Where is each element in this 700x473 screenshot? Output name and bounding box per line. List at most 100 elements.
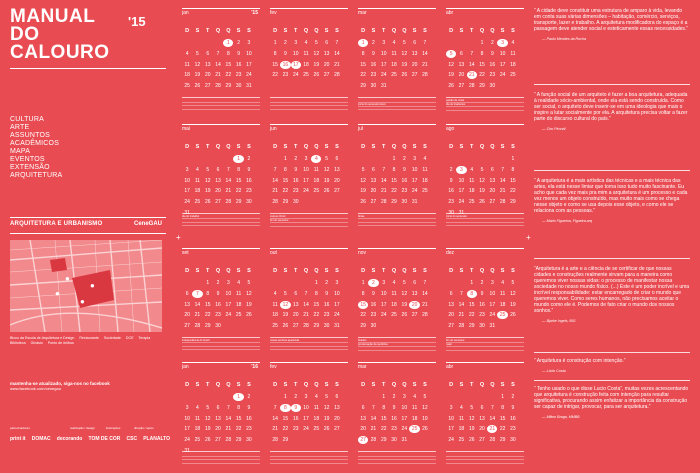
day-cell[interactable]: 4 [392,280,396,287]
menu-item-eventos[interactable]: EVENTOS [10,156,45,163]
day-cell[interactable]: 6 [460,51,463,58]
day-cell[interactable]: 12 [313,51,320,58]
day-cell[interactable]: 17 [489,301,496,308]
day-cell[interactable]: 18 [184,72,190,79]
day-cell[interactable]: 12 [323,405,330,412]
day-cell[interactable]: 17 [499,61,506,68]
day-cell[interactable]: 16 [246,415,252,422]
day-cell[interactable]: 2 [325,280,329,287]
day-cell[interactable]: 3 [185,405,189,412]
day-cell[interactable]: 16 [280,60,291,69]
day-cell[interactable]: 18 [468,188,475,195]
day-cell[interactable]: 18 [194,188,201,195]
day-cell[interactable]: 6 [206,51,210,58]
day-cell[interactable]: 26 [246,312,252,319]
day-cell[interactable]: 24 [184,437,190,444]
day-cell[interactable]: 27 [215,199,221,206]
day-cell[interactable]: 28 [489,437,496,444]
day-cell[interactable]: 20 [370,188,377,195]
day-cell[interactable]: 29 [391,199,397,206]
day-cell[interactable]: 25 [313,188,320,195]
day-cell[interactable]: 11 [194,415,201,422]
day-cell[interactable]: 29 [510,199,516,206]
day-cell[interactable]: 6 [335,394,339,401]
day-cell[interactable]: 14 [370,415,377,422]
day-cell[interactable]: 31 [489,323,496,330]
day-cell[interactable]: 21 [422,301,428,308]
day-cell[interactable]: 4 [501,280,505,287]
day-cell[interactable]: 11 [236,291,242,298]
day-cell[interactable]: 13 [204,61,211,68]
day-cell[interactable]: 7 [382,167,386,174]
day-cell[interactable]: 7 [226,405,230,412]
day-cell[interactable]: 30 [370,83,377,90]
day-cell[interactable]: 6 [490,167,494,174]
day-cell[interactable]: 5 [325,394,329,401]
day-cell[interactable]: 30 [401,199,408,206]
day-cell[interactable]: 22 [510,188,516,195]
day-cell[interactable]: 7 [304,291,308,298]
day-cell[interactable]: 9 [237,51,241,58]
day-cell[interactable]: 10 [303,167,309,174]
day-cell[interactable]: 12 [510,291,516,298]
day-cell[interactable]: 30 [489,83,496,90]
day-cell[interactable]: 12 [204,177,211,184]
day-cell[interactable]: 6 [413,40,417,47]
day-cell[interactable]: 26 [422,426,428,433]
day-cell[interactable]: 28 [370,437,377,444]
day-cell[interactable]: 3 [449,405,453,412]
day-cell[interactable]: 11 [412,405,418,412]
day-cell[interactable]: 20 [323,61,330,68]
day-cell[interactable]: 29 [235,437,242,444]
menu-item-assuntos[interactable]: ASSUNTOS [10,132,50,139]
day-cell[interactable]: 22 [499,426,506,433]
day-cell[interactable]: 15 [510,177,516,184]
day-cell[interactable]: 18 [458,426,465,433]
day-cell[interactable]: 3 [335,280,339,287]
day-cell[interactable]: 9 [511,405,515,412]
day-cell[interactable]: 8 [466,290,477,299]
day-cell[interactable]: 15 [235,415,242,422]
day-cell[interactable]: 29 [468,323,475,330]
day-cell[interactable]: 30 [510,437,516,444]
day-cell[interactable]: 23 [292,188,299,195]
day-cell[interactable]: 24 [448,437,454,444]
day-cell[interactable]: 5 [247,280,251,287]
day-cell[interactable]: 15 [358,300,369,309]
day-cell[interactable]: 30 [292,199,299,206]
day-cell[interactable]: 24 [401,426,408,433]
day-cell[interactable]: 13 [479,415,485,422]
day-cell[interactable]: 15 [391,177,397,184]
campus-map[interactable]: ● ● ● ● [10,240,162,332]
day-cell[interactable]: 6 [480,405,484,412]
day-cell[interactable]: 24 [292,72,299,79]
day-cell[interactable]: 7 [192,290,203,299]
day-cell[interactable]: 10 [411,167,418,174]
day-cell[interactable]: 26 [468,437,475,444]
day-cell[interactable]: 31 [334,323,340,330]
day-cell[interactable]: 2 [372,40,375,47]
day-cell[interactable]: 29 [479,83,485,90]
day-cell[interactable]: 6 [361,405,365,412]
day-cell[interactable]: 4 [196,167,199,174]
day-cell[interactable]: 19 [246,301,252,308]
day-cell[interactable]: 1 [382,394,386,401]
day-cell[interactable]: 4 [304,40,308,47]
day-cell[interactable]: 28 [499,199,506,206]
day-cell[interactable]: 15 [360,61,366,68]
day-cell[interactable]: 19 [204,426,211,433]
day-cell[interactable]: 26 [401,312,408,319]
day-cell[interactable]: 1 [480,40,484,47]
day-cell[interactable]: 21 [458,312,465,319]
day-cell[interactable]: 20 [184,312,190,319]
day-cell[interactable]: 11 [313,167,319,174]
day-cell[interactable]: 8 [273,51,277,58]
day-cell[interactable]: 7 [423,280,427,287]
day-cell[interactable]: 20 [411,61,418,68]
day-cell[interactable]: 31 [184,209,190,216]
day-cell[interactable]: 24 [380,72,387,79]
day-cell[interactable]: 4 [273,291,277,298]
day-cell[interactable]: 2 [294,394,298,401]
day-cell[interactable]: 24 [499,72,506,79]
day-cell[interactable]: 2 [216,280,220,287]
